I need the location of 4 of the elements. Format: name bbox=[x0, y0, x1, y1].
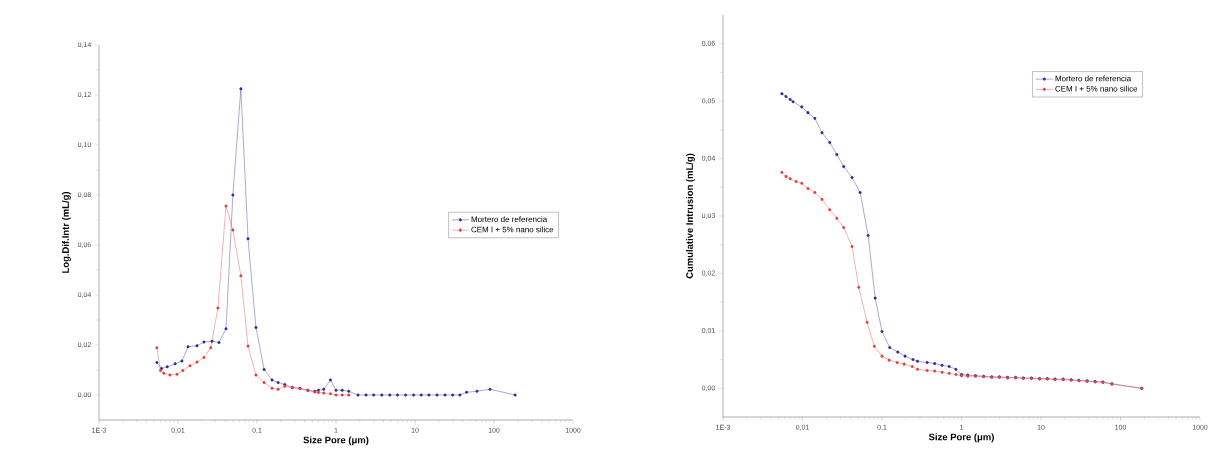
y-axis-title: Cumulative Intrusion (mL/g) bbox=[685, 153, 695, 279]
x-axis-title: Size Pore (μm) bbox=[928, 433, 994, 443]
x-axis-title: Size Pore (μm) bbox=[303, 436, 369, 446]
y-axis-title: Log.Dif.Intr (mL/g) bbox=[61, 191, 71, 273]
